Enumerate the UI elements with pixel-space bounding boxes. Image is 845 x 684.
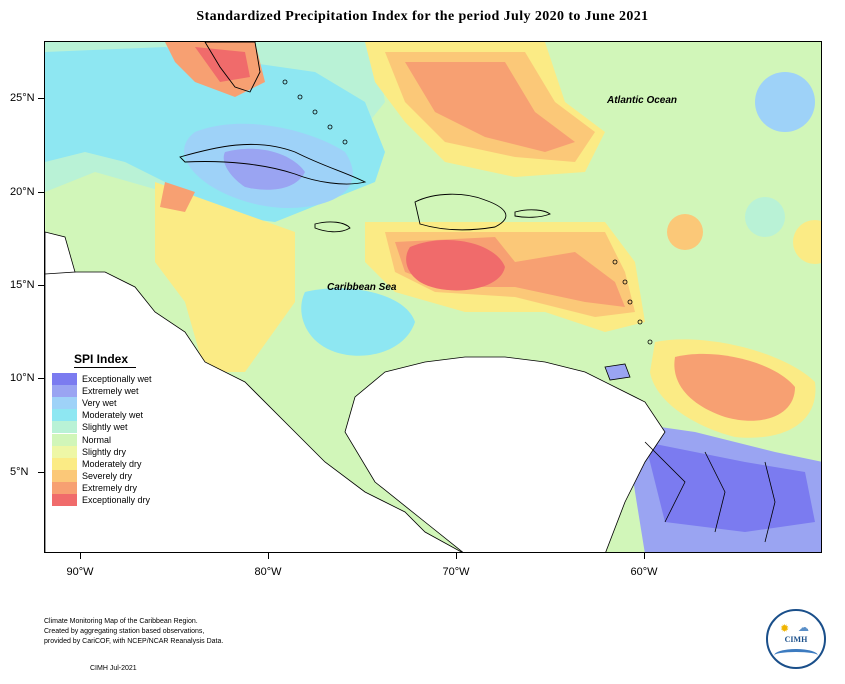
cimh-logo: ✹ ☁ CIMH	[766, 609, 826, 669]
lat-tick-5	[38, 472, 44, 473]
sun-icon: ✹	[780, 623, 790, 635]
legend-label: Normal	[82, 434, 112, 445]
atlantic-ocean-label: Atlantic Ocean	[607, 95, 678, 106]
legend-item: Extremely wet	[52, 385, 192, 398]
legend-item: Exceptionally dry	[52, 493, 192, 506]
legend-item: Moderately wet	[52, 409, 192, 422]
legend-swatch	[52, 493, 77, 506]
lat-label-20: 20°N	[10, 186, 35, 198]
legend-label: Extremely wet	[82, 386, 139, 397]
legend-swatch	[52, 457, 77, 470]
spi-legend: SPI Index Exceptionally wet Extremely we…	[52, 352, 192, 506]
lon-tick-70	[456, 553, 457, 559]
legend-swatch	[52, 385, 77, 398]
credit-text: CIMH Jul-2021	[90, 665, 137, 672]
legend-title: SPI Index	[74, 352, 136, 368]
map-title: Standardized Precipitation Index for the…	[196, 9, 649, 24]
lat-label-25: 25°N	[10, 92, 35, 104]
legend-item: Extremely dry	[52, 481, 192, 494]
legend-item: Slightly dry	[52, 445, 192, 458]
map-footnote: Climate Monitoring Map of the Caribbean …	[44, 617, 223, 647]
lon-tick-90	[80, 553, 81, 559]
legend-item: Very wet	[52, 397, 192, 410]
lat-tick-15	[38, 285, 44, 286]
legend-item: Exceptionally wet	[52, 373, 192, 386]
legend-swatch	[52, 397, 77, 410]
legend-swatch	[52, 469, 77, 482]
legend-label: Moderately dry	[82, 458, 142, 469]
legend-label: Very wet	[82, 398, 117, 409]
legend-label: Moderately wet	[82, 410, 144, 421]
footnote-line: provided by CariCOF, with NCEP/NCAR Rean…	[44, 638, 224, 645]
legend-label: Extremely dry	[82, 482, 138, 493]
spi-field	[45, 42, 821, 552]
legend-item: Severely dry	[52, 469, 192, 482]
legend-swatch	[52, 445, 77, 458]
spi-map: Caribbean Sea Atlantic Ocean	[44, 41, 822, 553]
legend-swatch	[52, 481, 77, 494]
lon-label-80: 80°W	[254, 566, 282, 578]
legend-label: Exceptionally dry	[82, 494, 151, 505]
legend-swatch	[52, 421, 77, 434]
lon-tick-60	[644, 553, 645, 559]
caribbean-sea-label: Caribbean Sea	[327, 282, 397, 293]
legend-swatch	[52, 409, 77, 422]
lon-tick-80	[268, 553, 269, 559]
lon-label-90: 90°W	[66, 566, 94, 578]
legend-label: Slightly dry	[82, 446, 127, 457]
wave-icon	[774, 649, 818, 662]
lat-tick-25	[38, 98, 44, 99]
lat-label-5: 5°N	[10, 466, 29, 478]
cloud-icon: ☁	[798, 622, 809, 634]
footnote-line: Climate Monitoring Map of the Caribbean …	[44, 618, 198, 625]
footnote-line: Created by aggregating station based obs…	[44, 628, 205, 635]
lat-label-10: 10°N	[10, 372, 35, 384]
legend-label: Severely dry	[82, 470, 133, 481]
lat-tick-20	[38, 192, 44, 193]
legend-item: Moderately dry	[52, 457, 192, 470]
legend-item: Normal	[52, 433, 192, 446]
legend-label: Exceptionally wet	[82, 374, 152, 385]
lon-label-60: 60°W	[630, 566, 658, 578]
logo-text: CIMH	[784, 635, 808, 644]
legend-item: Slightly wet	[52, 421, 192, 434]
lat-label-15: 15°N	[10, 279, 35, 291]
legend-label: Slightly wet	[82, 422, 128, 433]
legend-rows: Exceptionally wet Extremely wet Very wet…	[52, 373, 192, 506]
legend-swatch	[52, 373, 77, 386]
legend-swatch	[52, 433, 77, 446]
lat-tick-10	[38, 378, 44, 379]
lon-label-70: 70°W	[442, 566, 470, 578]
